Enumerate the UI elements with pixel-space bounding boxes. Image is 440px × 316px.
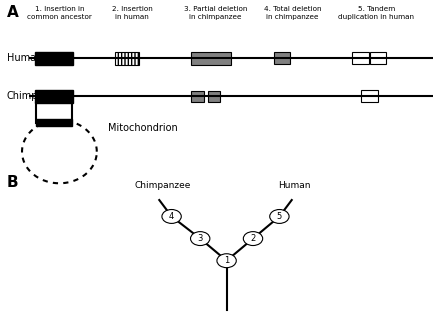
- Circle shape: [162, 210, 181, 223]
- Text: B: B: [7, 175, 18, 190]
- Bar: [361, 90, 378, 102]
- Text: Chimpanzee: Chimpanzee: [135, 181, 191, 190]
- Text: Mitochondrion: Mitochondrion: [108, 123, 178, 133]
- Circle shape: [243, 232, 263, 246]
- Text: Human: Human: [279, 181, 311, 190]
- Bar: [352, 52, 369, 64]
- Text: 2: 2: [250, 234, 256, 243]
- Text: Chimpanzee: Chimpanzee: [7, 91, 67, 101]
- Text: 1: 1: [224, 256, 229, 265]
- Text: 1. Insertion in
common ancestor: 1. Insertion in common ancestor: [27, 6, 92, 20]
- Circle shape: [270, 210, 289, 223]
- Circle shape: [217, 254, 236, 268]
- Circle shape: [191, 232, 210, 246]
- Bar: [274, 52, 290, 64]
- Text: 5: 5: [277, 212, 282, 221]
- Text: Human: Human: [7, 53, 42, 64]
- Text: 4. Total deletion
in chimpanzee: 4. Total deletion in chimpanzee: [264, 6, 321, 20]
- Bar: [191, 52, 231, 65]
- Bar: [35, 52, 73, 65]
- Text: 3: 3: [198, 234, 203, 243]
- Bar: [370, 52, 386, 64]
- Bar: [36, 119, 72, 126]
- Bar: [115, 52, 139, 65]
- Text: A: A: [7, 5, 18, 20]
- Text: 2. Insertion
in human: 2. Insertion in human: [112, 6, 152, 20]
- Text: 3. Partial deletion
in chimpanzee: 3. Partial deletion in chimpanzee: [184, 6, 247, 20]
- Text: 4: 4: [169, 212, 174, 221]
- Bar: [208, 91, 220, 102]
- Bar: [35, 90, 73, 103]
- Bar: [191, 91, 204, 102]
- Text: 5. Tandem
duplication in human: 5. Tandem duplication in human: [338, 6, 414, 20]
